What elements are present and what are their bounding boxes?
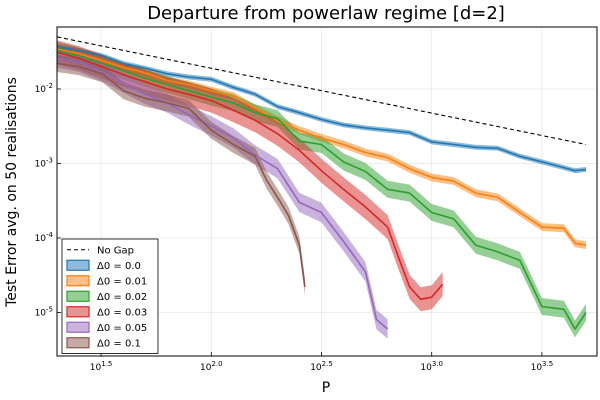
x-tick-base: 10 [420, 363, 432, 373]
legend-swatch-4 [66, 321, 90, 333]
y-tick-base: 10 [35, 159, 47, 169]
x-tick-label: 102.0 [200, 360, 223, 373]
y-axis-label: Test Error avg. on 50 realisations [4, 77, 20, 308]
legend-label-1: Δ0 = 0.01 [97, 276, 147, 287]
x-tick-label: 101.5 [90, 360, 113, 373]
legend-label-2: Δ0 = 0.02 [97, 292, 147, 303]
legend-swatch-0 [66, 259, 90, 271]
legend-swatch-2 [66, 290, 90, 302]
y-tick-base: 10 [35, 234, 47, 244]
series-line-0 [57, 45, 587, 172]
chart-title: Departure from powerlaw regime [d=2] [147, 3, 505, 24]
legend-label-5: Δ0 = 0.1 [97, 338, 141, 349]
legend-swatch-3 [66, 306, 90, 318]
x-tick-exp: 2.5 [322, 360, 333, 368]
series-lines [56, 36, 587, 330]
series-band-5 [57, 55, 305, 296]
x-tick-label: 103.0 [420, 360, 443, 373]
y-tick-exp: -2 [46, 82, 53, 90]
plot-frame [56, 26, 598, 357]
legend-label-0: Δ0 = 0.0 [97, 261, 141, 272]
series-line-5 [57, 62, 306, 288]
y-tick-label: 10-2 [35, 82, 53, 95]
legend-swatch-5 [66, 337, 90, 349]
y-tick-exp: -3 [46, 156, 53, 164]
x-tick-base: 10 [200, 363, 212, 373]
x-tick-base: 10 [90, 363, 102, 373]
x-tick-label: 103.5 [531, 360, 554, 373]
legend-label-3: Δ0 = 0.03 [97, 307, 147, 318]
y-tick-label: 10-3 [35, 156, 53, 169]
series-line-1 [57, 48, 587, 246]
x-tick-exp: 1.5 [101, 360, 112, 368]
reference-line [57, 36, 587, 146]
x-tick-base: 10 [531, 363, 543, 373]
y-tick-exp: -4 [46, 231, 54, 239]
x-tick-base: 10 [310, 363, 322, 373]
x-axis-label: P [322, 380, 330, 396]
y-tick-base: 10 [35, 85, 47, 95]
y-tick-label: 10-4 [35, 231, 54, 244]
y-tick-exp: -5 [46, 305, 53, 313]
legend: No Gap Δ0 = 0.0 Δ0 = 0.01 Δ0 = 0.02 Δ0 = 0.0… [61, 238, 159, 354]
x-tick-exp: 3.5 [542, 360, 553, 368]
y-tick-base: 10 [35, 308, 47, 318]
series-line-4 [57, 57, 389, 330]
x-tick-exp: 3.0 [432, 360, 443, 368]
legend-label-4: Δ0 = 0.05 [97, 323, 147, 334]
series-line-2 [57, 49, 587, 330]
legend-label-reference: No Gap [97, 245, 134, 256]
x-tick-label: 102.5 [310, 360, 333, 373]
legend-swatch-1 [66, 275, 90, 287]
y-tick-label: 10-5 [35, 305, 53, 318]
series-line-3 [56, 51, 444, 301]
x-tick-exp: 2.0 [211, 360, 222, 368]
